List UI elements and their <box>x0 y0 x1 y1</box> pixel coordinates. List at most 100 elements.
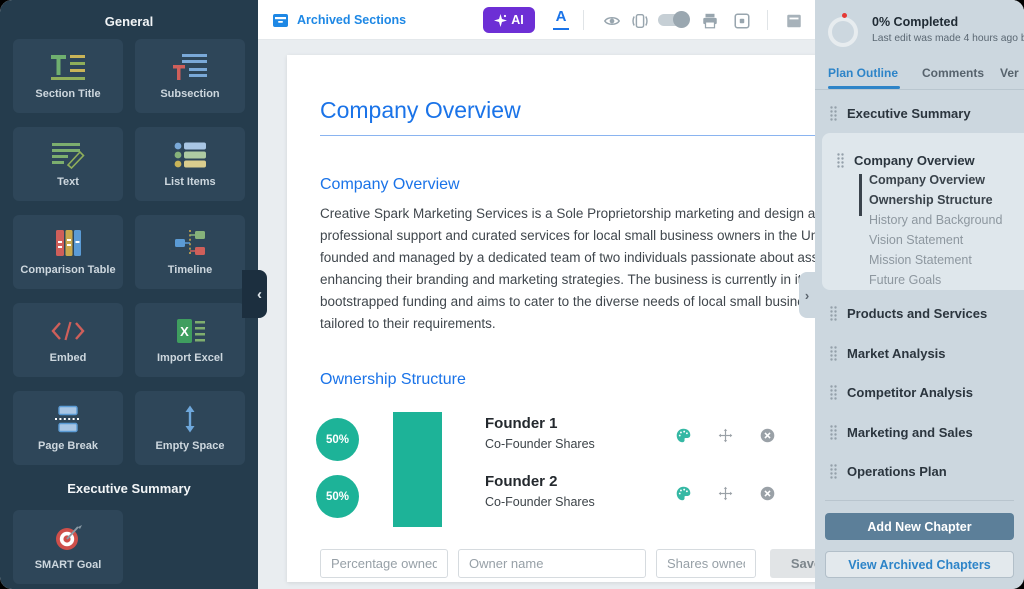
subsection-icon <box>173 53 207 80</box>
section-paragraph[interactable]: Creative Spark Marketing Services is a S… <box>320 206 991 331</box>
tile-label: Timeline <box>167 263 213 276</box>
active-section-indicator <box>859 174 862 216</box>
sidebar-collapse-button[interactable]: ‹ <box>242 270 267 318</box>
drag-handle-icon[interactable] <box>830 345 837 361</box>
chapter-label: Executive Summary <box>847 105 971 121</box>
import-excel-icon: X <box>177 318 205 343</box>
smart-goal-icon <box>56 524 82 550</box>
chapter-title[interactable]: Company Overview <box>320 97 521 123</box>
timeline-icon <box>175 229 205 256</box>
outline-section-ownership-structure[interactable]: Ownership Structure <box>869 193 993 207</box>
font-color-button[interactable]: A <box>550 8 572 32</box>
tile-timeline[interactable]: Timeline <box>135 215 245 289</box>
outline-chapter-marketing-and-sales[interactable]: Marketing and Sales <box>815 413 1024 451</box>
owner-name[interactable]: Founder 1 <box>485 415 558 432</box>
toggle-switch[interactable] <box>658 11 690 28</box>
progress-label: 0% Completed <box>872 15 959 29</box>
owner-subtitle[interactable]: Co-Founder Shares <box>485 495 595 509</box>
remove-icon[interactable] <box>759 485 776 502</box>
chevron-right-icon: › <box>804 287 810 303</box>
drag-handle-icon[interactable] <box>830 105 837 121</box>
ai-button-label: AI <box>511 13 524 27</box>
owner-name[interactable]: Founder 2 <box>485 473 558 490</box>
drag-handle-icon[interactable] <box>830 384 837 400</box>
tile-section-title[interactable]: Section Title <box>13 39 123 113</box>
drag-handle-icon[interactable] <box>830 424 837 440</box>
owner-percent-badge: 50% <box>316 418 359 461</box>
percentage-owned-input[interactable] <box>320 549 448 578</box>
outline-section-vision-statement[interactable]: Vision Statement <box>869 233 964 247</box>
chapter-title-rule <box>320 135 1014 136</box>
view-archived-chapters-button[interactable]: View Archived Chapters <box>825 551 1014 578</box>
tile-label: Comparison Table <box>20 263 116 276</box>
outline-section-history-and-background[interactable]: History and Background <box>869 213 1003 227</box>
archive-icon[interactable] <box>785 12 803 30</box>
tab-comments[interactable]: Comments <box>922 66 985 80</box>
tile-empty-space[interactable]: Empty Space <box>135 391 245 465</box>
preview-eye-icon[interactable] <box>603 12 621 30</box>
ai-button[interactable]: AI <box>483 7 535 33</box>
outline-section-mission-statement[interactable]: Mission Statement <box>869 253 972 267</box>
section-title-icon <box>51 54 85 80</box>
ownership-heading[interactable]: Ownership Structure <box>320 371 466 388</box>
owner-percent-badge: 50% <box>316 475 359 518</box>
chapter-label: Operations Plan <box>847 463 947 479</box>
outline-chapter-products-and-services[interactable]: Products and Services <box>815 294 1024 332</box>
comparison-table-icon <box>56 229 81 256</box>
tile-label: Section Title <box>35 87 101 100</box>
outline-chapter-competitor-analysis[interactable]: Competitor Analysis <box>815 373 1024 411</box>
outline-chapter-company-overview[interactable]: Company Overview <box>822 141 1024 179</box>
shares-owned-input[interactable] <box>656 549 756 578</box>
move-icon[interactable] <box>717 427 734 444</box>
archived-sections-button[interactable]: Archived Sections <box>272 0 406 40</box>
outline-section-future-goals[interactable]: Future Goals <box>869 273 942 287</box>
tile-comparison-table[interactable]: Comparison Table <box>13 215 123 289</box>
page-break-icon <box>55 405 81 432</box>
tile-label: List Items <box>164 175 216 188</box>
drag-handle-icon[interactable] <box>830 463 837 479</box>
outline-chapter-executive-summary[interactable]: Executive Summary <box>815 94 1024 132</box>
tile-label: Import Excel <box>156 351 224 364</box>
drag-handle-icon[interactable] <box>830 305 837 321</box>
tile-subsection[interactable]: Subsection <box>135 39 245 113</box>
sidebar-section-title: Executive Summary <box>67 481 191 496</box>
owner-name-input[interactable] <box>458 549 646 578</box>
toolbar-separator <box>767 10 768 30</box>
print-icon[interactable] <box>701 12 719 30</box>
remove-icon[interactable] <box>759 427 776 444</box>
embed-code-icon <box>51 321 85 340</box>
tile-embed[interactable]: Embed <box>13 303 123 377</box>
outline-chapter-market-analysis[interactable]: Market Analysis <box>815 334 1024 372</box>
outline-section-company-overview[interactable]: Company Overview <box>869 173 986 187</box>
move-icon[interactable] <box>717 485 734 502</box>
toggle-knob <box>673 11 690 28</box>
outline-chapter-operations-plan[interactable]: Operations Plan <box>815 452 1024 490</box>
tab-plan-outline[interactable]: Plan Outline <box>828 66 899 80</box>
sidebar-section-title: General <box>104 14 154 29</box>
color-palette-icon[interactable] <box>675 427 692 444</box>
archive-box-icon <box>273 13 288 27</box>
last-edit-label: Last edit was made 4 hours ago by you <box>872 33 1024 44</box>
tab-versions[interactable]: Ver <box>1000 66 1019 80</box>
owner-row-actions <box>675 483 795 503</box>
tile-page-break[interactable]: Page Break <box>13 391 123 465</box>
element-tile-grid: Section Title Subsection Text List Items… <box>0 39 258 465</box>
tile-import-excel[interactable]: X Import Excel <box>135 303 245 377</box>
drag-handle-icon[interactable] <box>837 152 844 168</box>
color-palette-icon[interactable] <box>675 485 692 502</box>
panel-tabs: Plan Outline Comments Ver <box>815 62 1024 89</box>
section-heading[interactable]: Company Overview <box>320 176 460 193</box>
tile-label: Subsection <box>160 87 220 100</box>
tile-smart-goal[interactable]: SMART Goal <box>13 510 123 584</box>
font-color-swatch <box>553 27 569 30</box>
tile-list-items[interactable]: List Items <box>135 127 245 201</box>
owner-subtitle[interactable]: Co-Founder Shares <box>485 437 595 451</box>
export-icon[interactable] <box>733 12 751 30</box>
device-preview-icon[interactable] <box>631 12 649 30</box>
toolbar-separator <box>583 10 584 30</box>
panel-collapse-button[interactable]: › <box>799 272 815 318</box>
svg-text:X: X <box>180 324 189 339</box>
tile-text[interactable]: Text <box>13 127 123 201</box>
panel-bottom-divider <box>825 500 1014 501</box>
add-new-chapter-button[interactable]: Add New Chapter <box>825 513 1014 540</box>
